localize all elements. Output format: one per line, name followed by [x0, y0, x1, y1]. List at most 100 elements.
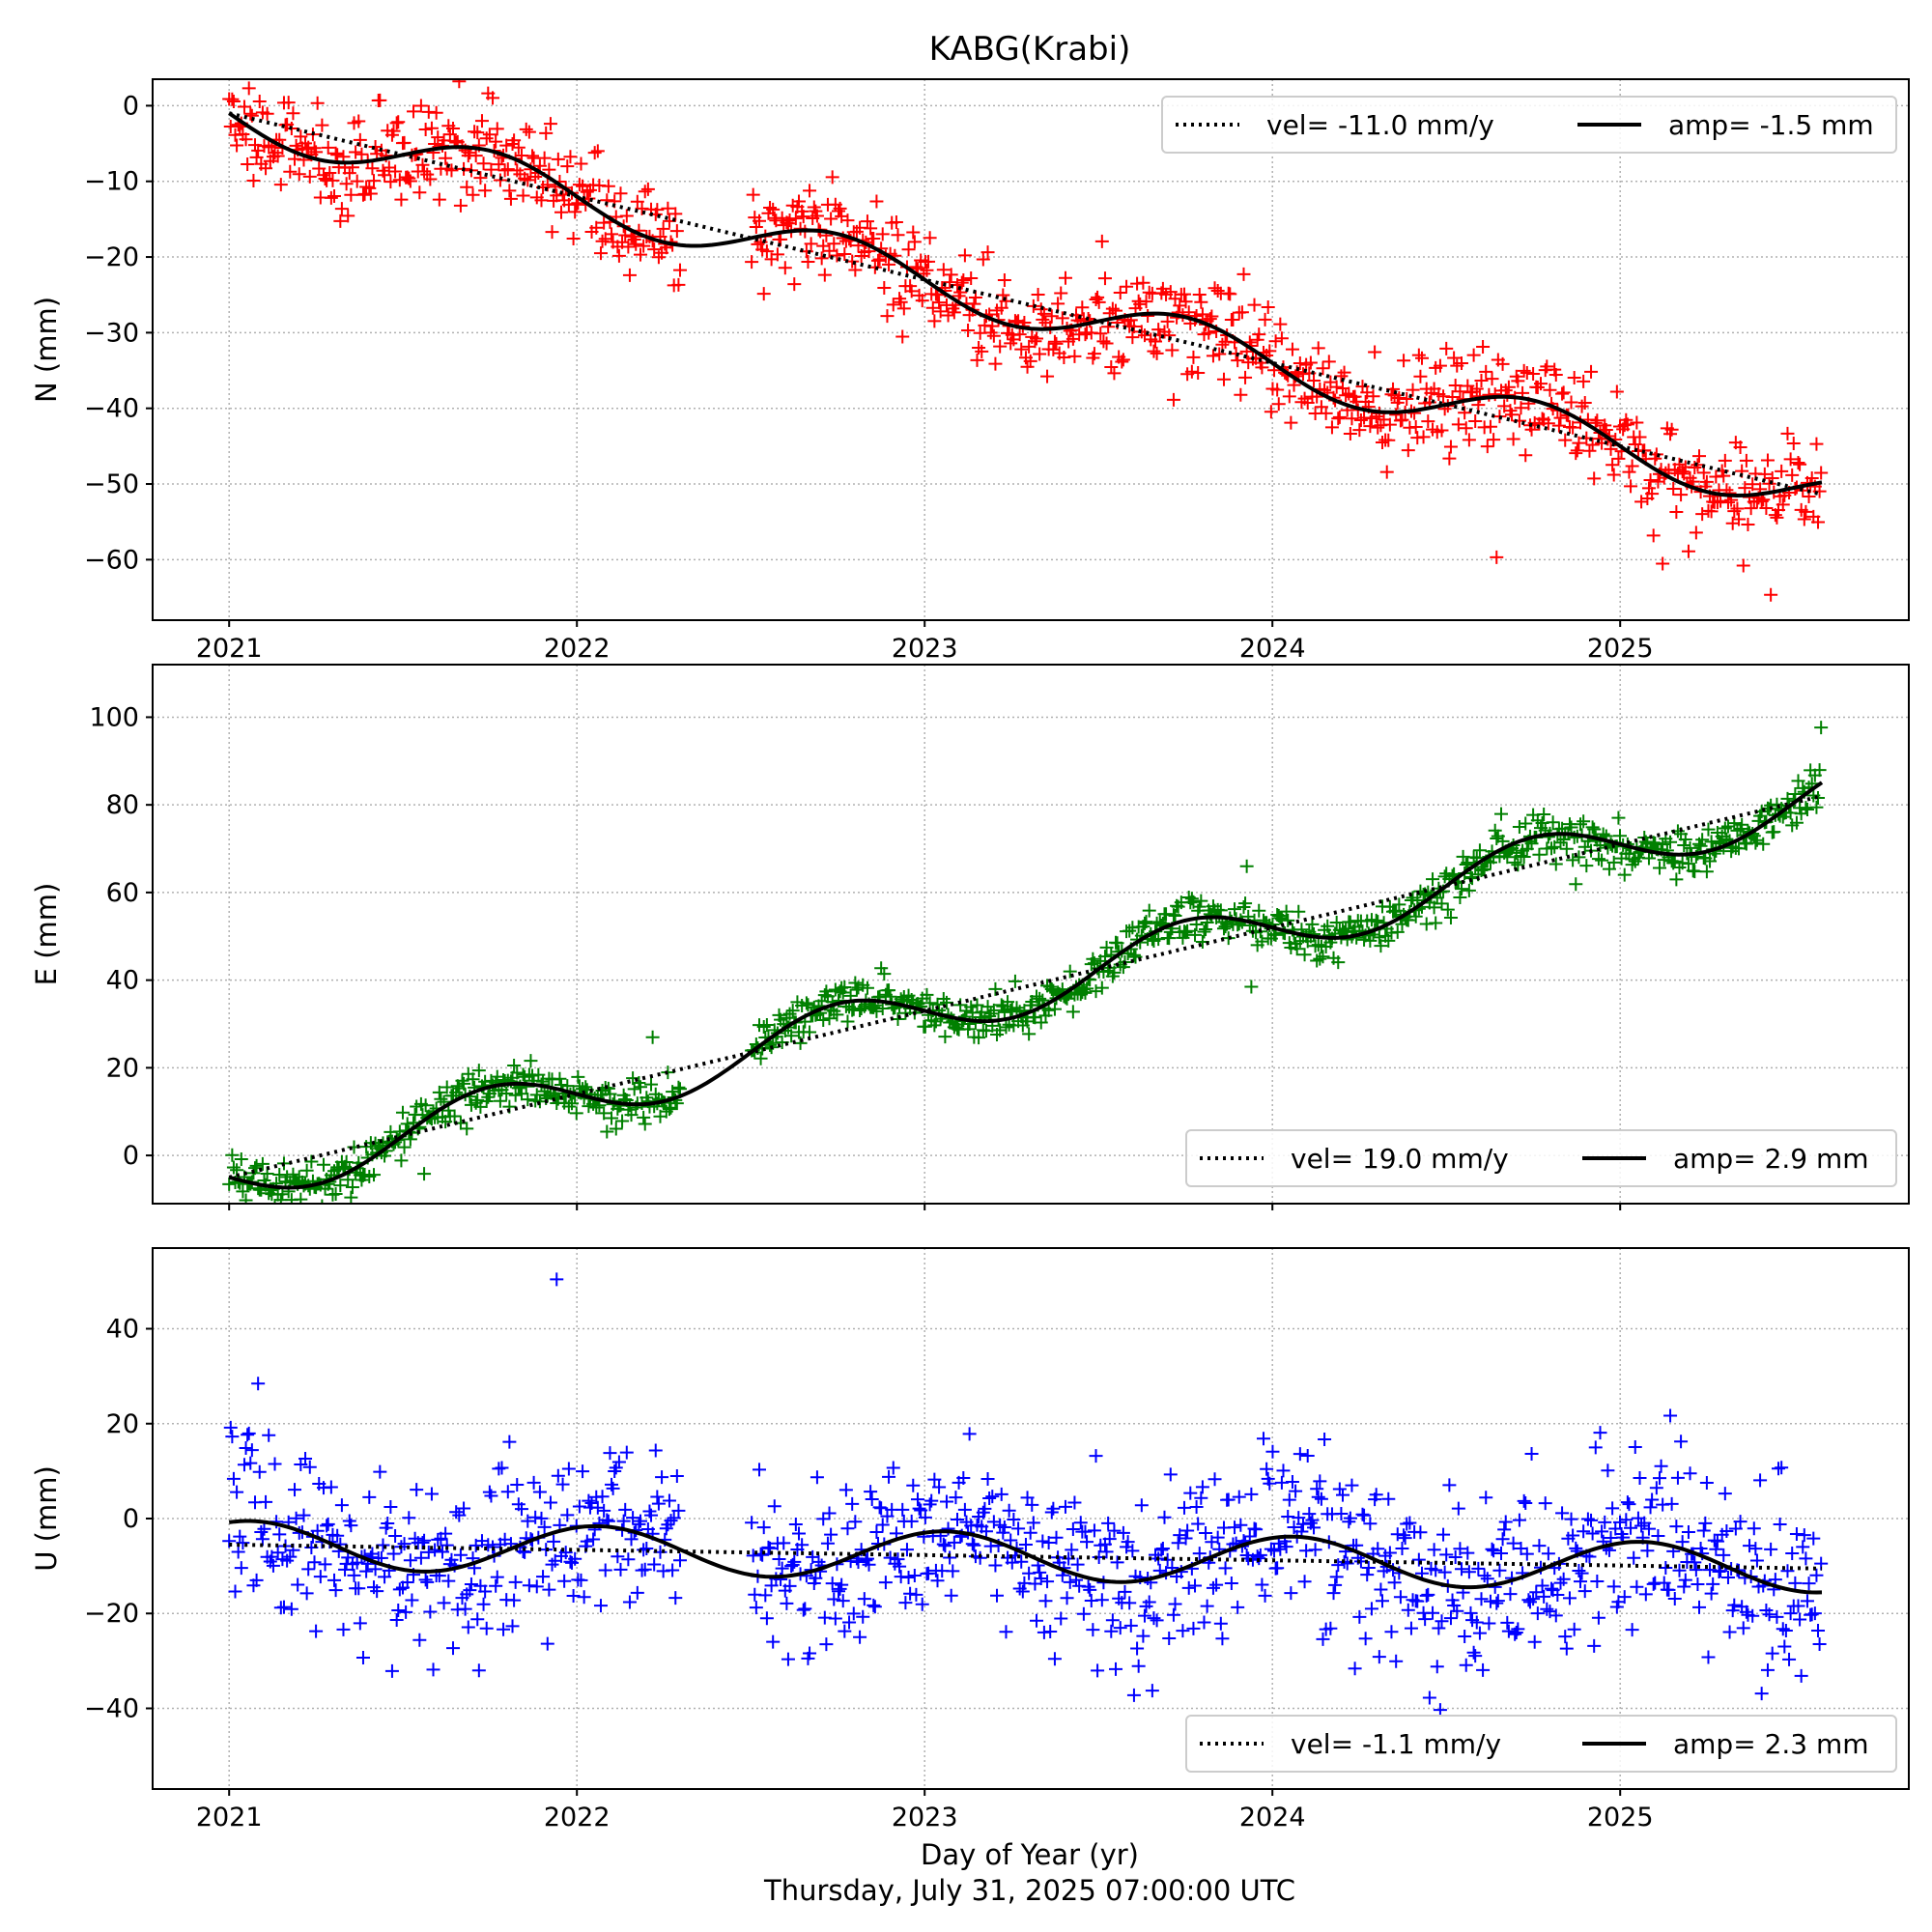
data-point — [1780, 791, 1795, 806]
data-point — [608, 1464, 622, 1478]
data-point — [1654, 1459, 1668, 1473]
data-point — [1591, 1610, 1605, 1625]
data-point — [822, 243, 837, 258]
data-point — [1791, 1599, 1805, 1613]
data-point — [1238, 896, 1253, 911]
data-point — [560, 159, 575, 174]
y-axis-label: U (mm) — [30, 1465, 63, 1572]
data-point — [1094, 327, 1108, 341]
data-point — [909, 1587, 923, 1602]
data-point — [299, 1163, 314, 1178]
data-point — [1459, 1658, 1473, 1672]
data-point — [862, 1557, 876, 1572]
data-point — [336, 1622, 351, 1636]
data-point — [752, 213, 766, 228]
data-point — [431, 1532, 445, 1547]
data-point — [568, 205, 582, 219]
data-point — [880, 309, 895, 324]
data-point — [669, 224, 684, 239]
data-point — [1076, 1606, 1091, 1621]
data-point — [500, 1485, 515, 1499]
data-point — [1083, 1582, 1097, 1597]
data-point — [1562, 1591, 1577, 1605]
data-point — [1413, 369, 1428, 384]
data-point — [389, 116, 404, 130]
data-point — [951, 1512, 965, 1526]
data-point — [1604, 1530, 1618, 1545]
data-point — [497, 1622, 511, 1636]
data-point — [1371, 420, 1385, 435]
data-point — [1577, 1584, 1592, 1599]
legend: vel= 19.0 mm/y amp= 2.9 mm — [1185, 1129, 1897, 1187]
data-point — [492, 157, 506, 172]
data-point — [1695, 507, 1710, 522]
data-point — [1718, 821, 1732, 836]
legend-velocity-label: vel= 19.0 mm/y — [1291, 1143, 1509, 1175]
data-point — [482, 128, 497, 142]
data-point — [915, 1597, 929, 1611]
data-point — [1200, 1599, 1214, 1613]
data-point — [1688, 1555, 1702, 1570]
data-point — [752, 1463, 766, 1477]
data-point — [1295, 1517, 1310, 1531]
data-point — [511, 140, 526, 155]
data-point — [1566, 1528, 1580, 1543]
data-point — [1419, 917, 1434, 931]
data-point — [273, 178, 288, 192]
data-point — [1811, 515, 1826, 529]
data-point — [1809, 800, 1824, 814]
data-point — [333, 1179, 348, 1193]
data-point — [1261, 300, 1275, 315]
data-point — [1410, 1594, 1425, 1608]
data-point — [1785, 468, 1800, 482]
data-point — [999, 1020, 1013, 1035]
data-point — [1540, 359, 1554, 374]
data-point — [384, 175, 398, 189]
data-point — [542, 162, 556, 177]
data-point — [1693, 838, 1708, 853]
data-point — [982, 1492, 997, 1506]
data-point — [1605, 1501, 1620, 1516]
data-point — [816, 1013, 831, 1028]
data-point — [1121, 1535, 1135, 1549]
data-point — [1546, 815, 1560, 830]
data-point — [1126, 1688, 1141, 1702]
data-point — [545, 225, 559, 240]
data-point — [1674, 488, 1689, 502]
data-point — [350, 174, 364, 188]
data-point — [345, 1179, 359, 1194]
data-point — [225, 1148, 240, 1162]
data-point — [473, 1099, 488, 1114]
data-point — [262, 140, 276, 155]
data-point — [1049, 336, 1064, 351]
data-point — [1360, 1568, 1375, 1582]
data-point — [1488, 823, 1502, 838]
data-point — [249, 1158, 264, 1173]
data-point — [1780, 1564, 1795, 1578]
data-point — [1270, 383, 1285, 397]
data-point — [962, 1427, 977, 1441]
data-point — [1400, 391, 1414, 406]
data-point — [667, 1511, 681, 1525]
data-point — [595, 1490, 610, 1504]
data-point — [629, 237, 643, 251]
data-point — [1553, 411, 1568, 425]
data-point — [1495, 834, 1510, 848]
data-point — [251, 1377, 266, 1391]
data-point — [1221, 931, 1236, 946]
data-point — [1733, 440, 1747, 455]
data-point — [1466, 348, 1481, 362]
data-point — [321, 1199, 324, 1204]
data-point — [572, 178, 586, 192]
data-point — [619, 209, 634, 223]
data-point — [970, 998, 984, 1012]
data-point — [589, 220, 604, 235]
data-point — [671, 1503, 686, 1518]
data-point — [842, 1615, 857, 1630]
data-point — [1463, 1605, 1478, 1620]
data-point — [1189, 1500, 1204, 1515]
data-point — [1555, 386, 1570, 401]
data-point — [327, 1573, 342, 1587]
data-point — [1461, 1546, 1475, 1560]
data-point — [1034, 1571, 1048, 1585]
